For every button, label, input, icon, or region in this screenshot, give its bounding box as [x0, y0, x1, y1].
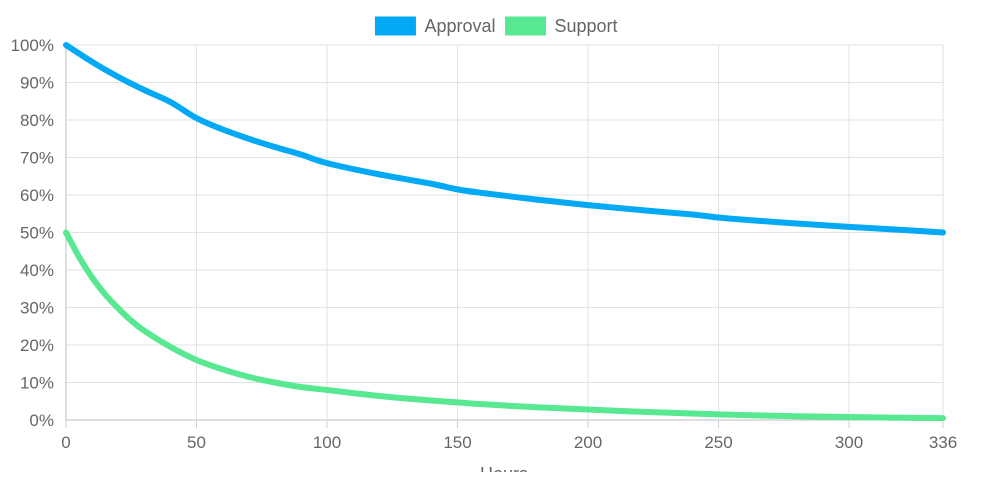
y-tick-label: 0% [29, 411, 54, 430]
y-tick-label: 90% [20, 74, 54, 93]
y-tick-label: 100% [11, 36, 54, 55]
grid-lines [65, 44, 944, 428]
y-tick-label: 60% [20, 186, 54, 205]
x-tick-label: 336 [929, 433, 957, 452]
x-axis-label: Hours [480, 464, 528, 472]
y-tick-label: 80% [20, 111, 54, 130]
x-tick-label: 50 [187, 433, 206, 452]
legend-item-support[interactable]: Support [505, 16, 618, 36]
x-tick-label: 0 [61, 433, 70, 452]
x-tick-label: 150 [443, 433, 471, 452]
axes: 0% 10% 20% 30% 40% 50% 60% 70% 80% 90% 100% 0 50 100 1… [11, 36, 958, 452]
x-tick-label: 100 [313, 433, 341, 452]
legend-label: Support [555, 16, 618, 36]
series-line-approval [63, 42, 946, 236]
y-tick-label: 50% [20, 224, 54, 243]
legend-swatch [374, 16, 416, 36]
legend-label: Approval [424, 16, 495, 36]
x-tick-label: 250 [704, 433, 732, 452]
legend: Approval Support [374, 16, 618, 36]
y-tick-label: 20% [20, 336, 54, 355]
x-tick-label: 300 [835, 433, 863, 452]
y-tick-label: 70% [20, 149, 54, 168]
x-tick-label: 200 [574, 433, 602, 452]
y-tick-label: 30% [20, 299, 54, 318]
legend-swatch [505, 16, 546, 36]
series-lines [63, 42, 946, 422]
y-tick-label: 10% [20, 374, 54, 393]
series-line-support [63, 229, 946, 422]
y-tick-label: 40% [20, 261, 54, 280]
legend-item-approval[interactable]: Approval [374, 16, 496, 36]
